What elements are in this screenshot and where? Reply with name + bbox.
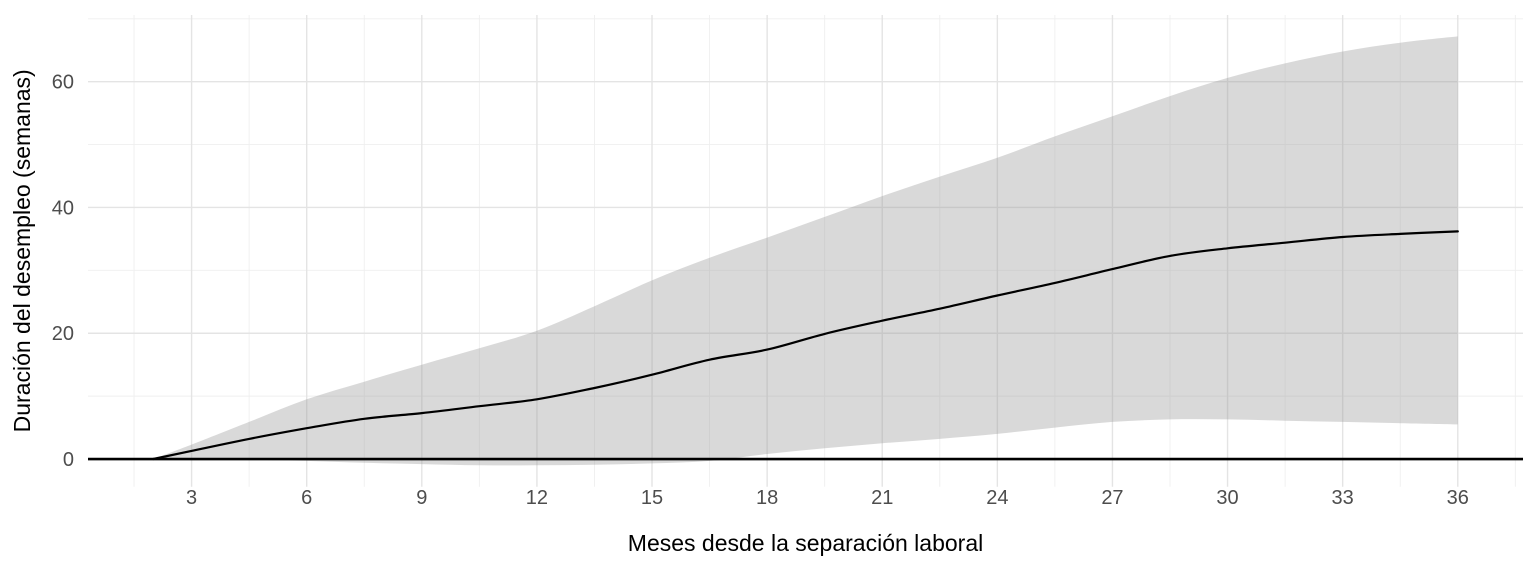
x-tick-label: 30 <box>1216 487 1238 509</box>
x-tick-label: 3 <box>186 487 197 509</box>
y-tick-label: 0 <box>63 449 74 471</box>
x-tick-label: 21 <box>871 487 893 509</box>
y-axis-title: Duración del desempleo (semanas) <box>9 69 35 432</box>
x-tick-label: 12 <box>526 487 548 509</box>
x-tick-label: 9 <box>416 487 427 509</box>
y-tick-label: 60 <box>52 72 74 94</box>
x-tick-label: 33 <box>1332 487 1354 509</box>
y-tick-label: 20 <box>52 323 74 345</box>
trend-line <box>152 230 1459 461</box>
x-tick-label: 6 <box>301 487 312 509</box>
x-tick-label: 24 <box>986 487 1008 509</box>
x-tick-label: 27 <box>1101 487 1123 509</box>
x-tick-label: 36 <box>1447 487 1469 509</box>
x-tick-label: 18 <box>756 487 778 509</box>
confidence-ribbon <box>153 36 1458 466</box>
x-axis-title: Meses desde la separación laboral <box>628 530 983 556</box>
y-tick-label: 40 <box>52 197 74 219</box>
x-tick-label: 15 <box>641 487 663 509</box>
